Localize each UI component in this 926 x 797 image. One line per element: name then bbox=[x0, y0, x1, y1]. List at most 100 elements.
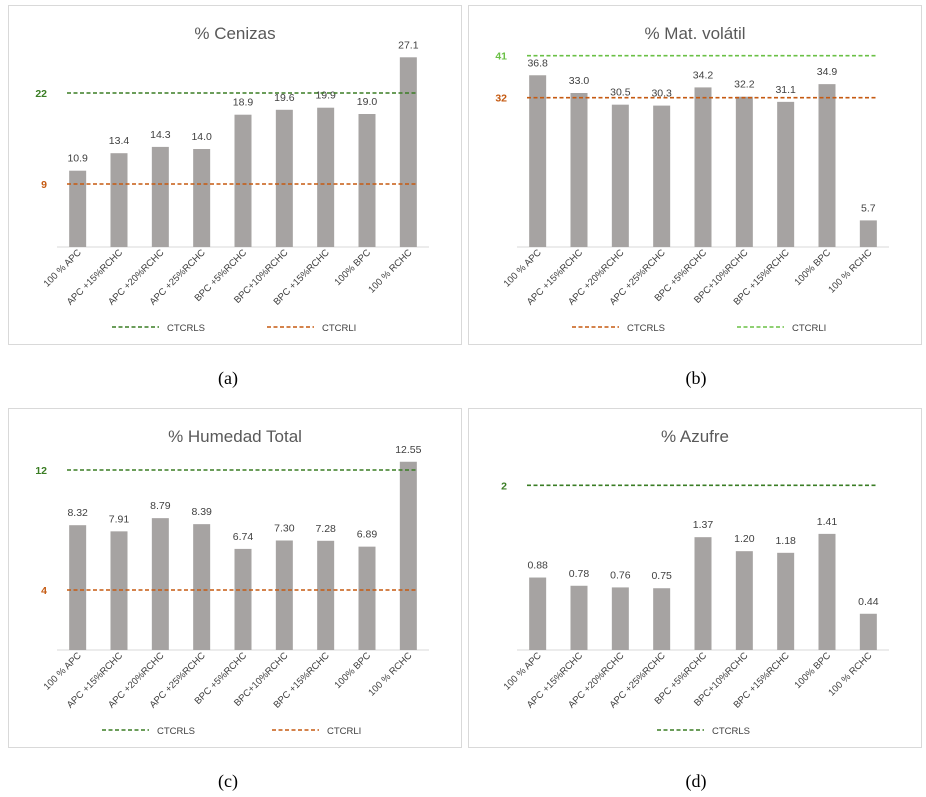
data-label: 8.39 bbox=[191, 506, 212, 518]
category-label: 100 % RCHC bbox=[366, 650, 414, 698]
data-label: 6.89 bbox=[357, 529, 378, 541]
bar bbox=[193, 524, 211, 650]
data-label: 19.9 bbox=[315, 90, 336, 102]
legend-label: CTCRLS bbox=[167, 323, 205, 334]
bar bbox=[611, 104, 629, 248]
data-label: 8.79 bbox=[150, 500, 171, 512]
data-label: 19.6 bbox=[274, 92, 295, 104]
bar bbox=[777, 552, 795, 650]
data-label: 27.1 bbox=[398, 39, 419, 51]
data-label: 33.0 bbox=[569, 75, 590, 87]
category-label: 100 % APC bbox=[42, 247, 84, 289]
bar bbox=[399, 461, 417, 650]
bar bbox=[653, 588, 671, 650]
bar bbox=[358, 114, 376, 247]
data-label: 7.91 bbox=[109, 513, 130, 525]
caption-b: (b) bbox=[685, 368, 707, 388]
category-label: 100% BPC bbox=[332, 247, 373, 288]
bar bbox=[529, 577, 547, 650]
caption-a: (a) bbox=[218, 368, 238, 388]
data-label: 7.30 bbox=[274, 523, 295, 535]
data-label: 7.28 bbox=[315, 523, 336, 535]
data-label: 32.2 bbox=[734, 79, 755, 91]
bar bbox=[69, 525, 87, 650]
bar bbox=[859, 220, 877, 247]
data-label: 19.0 bbox=[357, 96, 378, 108]
data-label: 0.76 bbox=[610, 569, 631, 581]
bar bbox=[529, 75, 547, 248]
legend-label: CTCRLS bbox=[712, 726, 750, 737]
category-label: 100 % APC bbox=[42, 650, 84, 692]
data-label: 34.2 bbox=[693, 69, 714, 81]
data-label: 30.5 bbox=[610, 87, 631, 99]
bar bbox=[859, 613, 877, 650]
bar bbox=[818, 533, 836, 650]
reference-line-label: 32 bbox=[495, 93, 507, 105]
reference-line-label: 4 bbox=[41, 585, 47, 597]
data-label: 1.37 bbox=[693, 519, 714, 531]
data-label: 12.55 bbox=[395, 444, 421, 456]
chart-panel-cenizas: % Cenizas 10.9 13.4 14.3 14.0 18.9 19.6 19.9 19.… bbox=[8, 5, 462, 345]
legend-label: CTCRLI bbox=[792, 323, 826, 334]
bar bbox=[234, 548, 252, 650]
data-label: 10.9 bbox=[67, 153, 88, 165]
caption-c: (c) bbox=[218, 771, 238, 791]
chart-title: % Azufre bbox=[661, 427, 729, 446]
chart-svg-humedad: % Humedad Total 8.32 7.91 8.79 8.39 6.74 7.30 7… bbox=[35, 427, 429, 737]
data-label: 0.44 bbox=[858, 596, 879, 608]
category-label: 100 % RCHC bbox=[826, 247, 874, 295]
bar bbox=[818, 84, 836, 247]
chart-panel-mat-volatil: % Mat. volátil 36.8 33.0 30.5 30.3 34.2 32.2 31… bbox=[468, 5, 922, 345]
data-label: 14.3 bbox=[150, 129, 171, 141]
caption-d: (d) bbox=[685, 771, 707, 791]
reference-line-label: 9 bbox=[41, 179, 47, 191]
legend-label: CTCRLI bbox=[322, 323, 356, 334]
category-label: 100 % RCHC bbox=[366, 247, 414, 295]
bar bbox=[317, 107, 335, 247]
bar bbox=[694, 87, 712, 248]
bar bbox=[110, 153, 128, 247]
bar bbox=[735, 96, 753, 247]
data-label: 14.0 bbox=[191, 131, 212, 143]
data-label: 31.1 bbox=[775, 84, 796, 96]
data-label: 34.9 bbox=[817, 66, 838, 78]
chart-panel-azufre: % Azufre 0.88 0.78 0.76 0.75 1.37 1.20 1.18 1.41… bbox=[468, 408, 922, 748]
reference-line-label: 41 bbox=[495, 51, 507, 63]
data-label: 6.74 bbox=[233, 531, 254, 543]
reference-line-label: 12 bbox=[35, 465, 47, 477]
bar bbox=[735, 551, 753, 650]
bar bbox=[234, 114, 252, 247]
bar bbox=[193, 149, 211, 247]
data-label: 0.75 bbox=[651, 570, 672, 582]
bar bbox=[69, 170, 87, 247]
chart-svg-cenizas: % Cenizas 10.9 13.4 14.3 14.0 18.9 19.6 19.9 19.… bbox=[35, 24, 429, 334]
bar bbox=[694, 537, 712, 650]
chart-svg-mat-volatil: % Mat. volátil 36.8 33.0 30.5 30.3 34.2 32.2 31… bbox=[495, 24, 889, 334]
chart-panel-humedad: % Humedad Total 8.32 7.91 8.79 8.39 6.74 7.30 7… bbox=[8, 408, 462, 748]
reference-line-label: 2 bbox=[501, 480, 507, 492]
data-label: 0.78 bbox=[569, 568, 590, 580]
legend-label: CTCRLS bbox=[157, 726, 195, 737]
bar bbox=[570, 93, 588, 247]
category-label: 100% BPC bbox=[332, 650, 373, 691]
data-label: 13.4 bbox=[109, 135, 130, 147]
bar bbox=[611, 587, 629, 650]
chart-title: % Mat. volátil bbox=[644, 24, 745, 43]
bar bbox=[275, 109, 293, 247]
data-label: 0.88 bbox=[527, 560, 548, 572]
bar bbox=[570, 585, 588, 650]
bar bbox=[151, 146, 169, 247]
data-label: 5.7 bbox=[861, 202, 876, 214]
data-label: 1.41 bbox=[817, 516, 838, 528]
bar bbox=[653, 105, 671, 247]
reference-line-label: 22 bbox=[35, 88, 47, 100]
chart-title: % Cenizas bbox=[194, 24, 275, 43]
bar bbox=[399, 57, 417, 247]
category-label: 100 % APC bbox=[502, 650, 544, 692]
category-label: 100 % RCHC bbox=[826, 650, 874, 698]
legend-label: CTCRLI bbox=[327, 726, 361, 737]
category-label: 100% BPC bbox=[792, 650, 833, 691]
data-label: 1.20 bbox=[734, 533, 755, 545]
data-label: 18.9 bbox=[233, 97, 254, 109]
data-label: 30.3 bbox=[651, 88, 672, 100]
